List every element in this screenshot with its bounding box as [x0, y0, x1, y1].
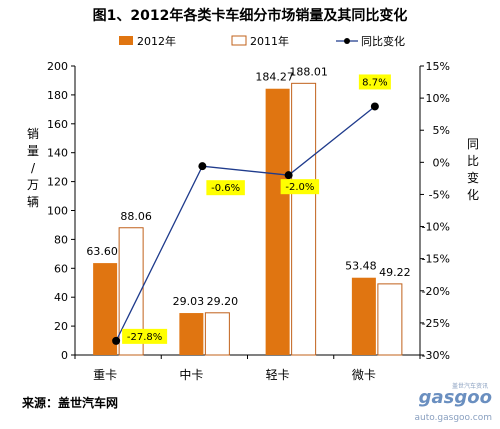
y-tick-label: 0: [61, 349, 68, 362]
bar-2011-label: 29.20: [207, 295, 239, 308]
bar-2012-label: 53.48: [345, 260, 377, 273]
bar-2011-label: 49.22: [379, 266, 411, 279]
watermark-brand: gasgoo: [418, 387, 492, 408]
y2-tick-label: 15%: [426, 60, 450, 73]
bar-2011: [377, 283, 403, 356]
bar-2012-label: 63.60: [86, 245, 118, 258]
change-label: -27.8%: [127, 332, 162, 343]
watermark-logo: 盖世汽车资讯 gasgoo auto.gasgoo.com: [400, 383, 492, 423]
change-point: [370, 102, 379, 111]
change-line: -27.8% -0.6% -2.0% 8.7%: [112, 74, 391, 345]
y-tick-label: 60: [54, 262, 68, 275]
change-point: [284, 171, 293, 180]
bar-2011: [291, 82, 317, 356]
y-tick-label: 140: [47, 147, 68, 160]
category-label: 中卡: [179, 367, 203, 382]
y-axis-label-char: /: [31, 161, 36, 175]
legend-label-2012: 2012年: [137, 34, 176, 48]
bar-2012-label: 184.27: [255, 71, 294, 84]
legend-label-change: 同比变化: [361, 34, 405, 48]
y2-tick-label: -25%: [422, 317, 450, 330]
y2-axis-label-char: 变: [467, 170, 479, 185]
y-tick-label: 160: [47, 118, 68, 131]
legend: 2012年 2011年 同比变化: [119, 34, 405, 48]
category-label: 重卡: [93, 368, 117, 382]
change-label: 8.7%: [362, 77, 387, 88]
y2-axis-label-char: 化: [467, 188, 479, 202]
watermark-url: auto.gasgoo.com: [414, 413, 492, 423]
bar-2012-label: 29.03: [173, 295, 205, 308]
y-tick-label: 180: [47, 89, 68, 102]
category-label: 微卡: [352, 368, 376, 382]
change-label-box: [280, 179, 320, 195]
category-label: 轻卡: [266, 368, 290, 382]
y-tick-label: 40: [54, 291, 68, 304]
change-label-box: [358, 74, 391, 90]
y2-tick-label: -15%: [422, 253, 450, 266]
legend-swatch-2011: [231, 35, 247, 46]
change-label: -0.6%: [211, 183, 240, 194]
y2-tick-label: -20%: [422, 285, 450, 298]
change-label-box: [206, 180, 245, 196]
y2-tick-label: 5%: [433, 124, 450, 137]
y2-tick-label: -10%: [422, 221, 450, 234]
legend-swatch-point: [344, 38, 350, 44]
axes: 0 20 40 60 80 100 120 140 160 180 200 15% 10% 5% 0% -5%…: [27, 60, 479, 382]
y-tick-label: 20: [54, 320, 68, 333]
y2-tick-label: 0%: [433, 156, 450, 169]
y2-tick-label: -30%: [422, 349, 450, 362]
bar-2012: [351, 277, 376, 355]
change-line-path: [115, 105, 376, 342]
watermark-tag: 盖世汽车资讯: [451, 383, 488, 390]
legend-label-2011: 2011年: [250, 34, 289, 48]
y2-tick-label: 10%: [426, 92, 450, 105]
legend-swatch-2012: [119, 36, 133, 45]
change-point: [112, 336, 121, 345]
y2-tick-label: -5%: [429, 188, 450, 201]
chart-title: 图1、2012年各类卡车细分市场销量及其同比变化: [93, 7, 408, 24]
bar-2011: [204, 312, 230, 356]
y-tick-label: 80: [54, 233, 68, 246]
bar-2012: [179, 313, 204, 355]
bar-2012: [265, 88, 290, 355]
y2-axis-label-char: 同: [467, 137, 479, 151]
y-tick-label: 100: [47, 205, 68, 218]
source-note: 来源：盖世汽车网: [22, 396, 119, 410]
y-axis-label-char: 量: [27, 144, 39, 158]
change-label: -2.0%: [285, 182, 314, 193]
bar-2011-label: 188.01: [289, 65, 328, 78]
y-tick-label: 200: [47, 60, 68, 73]
y-tick-label: 120: [47, 176, 68, 189]
bar-2011-label: 88.06: [120, 210, 152, 223]
y-axis-label-char: 万: [27, 178, 39, 192]
y-axis-label-char: 销: [27, 127, 39, 141]
y-axis-label-char: 辆: [27, 195, 39, 209]
y2-axis-label-char: 比: [467, 154, 479, 168]
change-label-box: [122, 328, 168, 344]
change-point: [198, 162, 207, 171]
